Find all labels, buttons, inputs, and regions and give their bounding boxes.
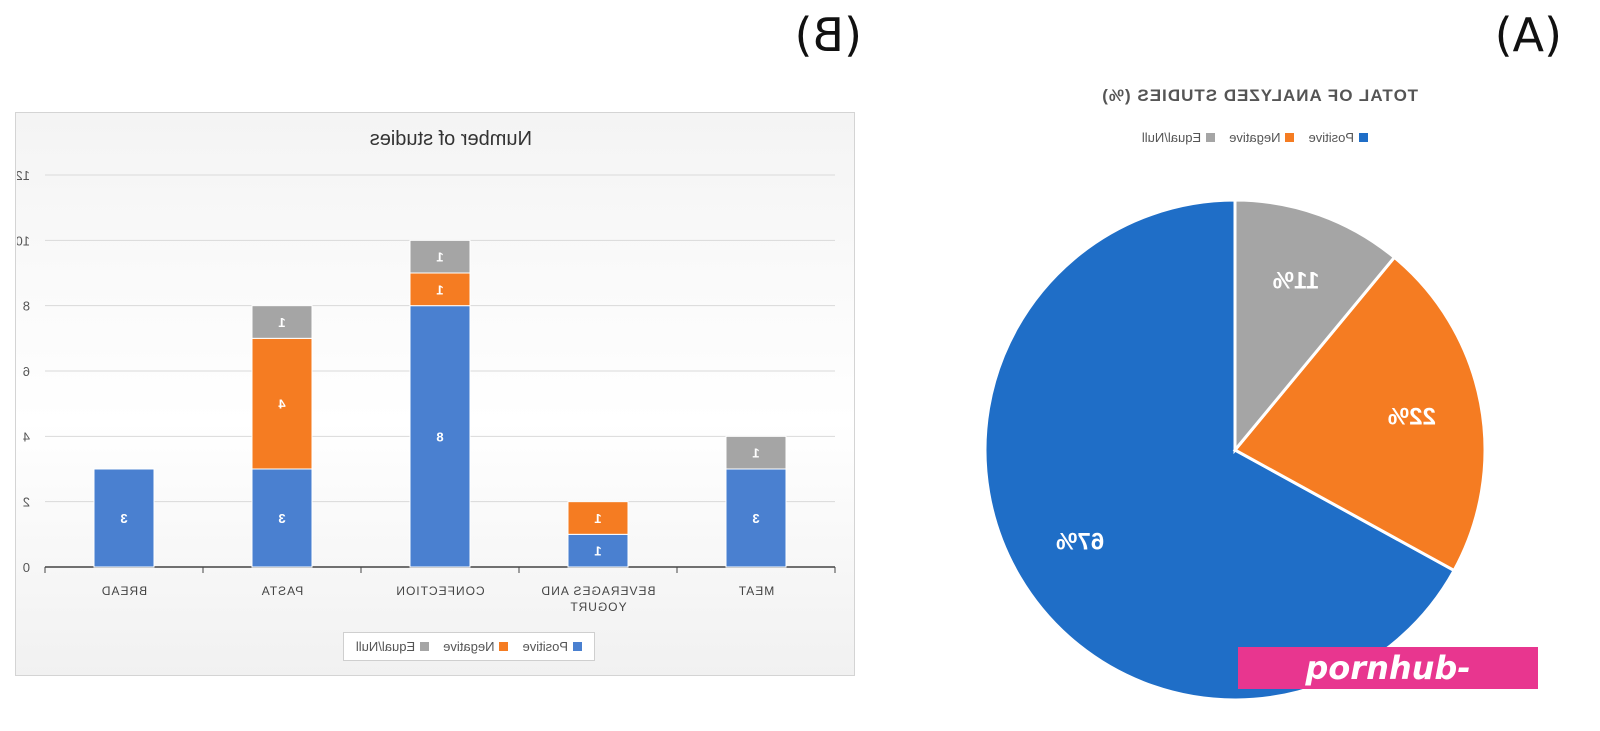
pie-legend-item: Equal/Null [1141, 130, 1216, 145]
bar-segment-negative [251, 337, 313, 470]
bar-data-label: 1 [752, 446, 759, 461]
bar-segment-positive [251, 468, 313, 568]
bar-data-label: 4 [278, 397, 286, 412]
bar-legend-item: Equal/Null [355, 639, 430, 654]
bar-data-label: 1 [594, 511, 601, 526]
pie-slice-equal-null [1233, 198, 1397, 455]
bar-segment-equal-null [725, 435, 787, 470]
y-tick-label: 12 [17, 168, 30, 183]
pie-title: TOTAL OF ANALYZED STUDIES (%) [1101, 86, 1418, 105]
bar-data-label: 1 [594, 544, 601, 559]
bar-legend-item-swatch [573, 642, 582, 651]
bar-data-label: 3 [120, 511, 127, 526]
bar-legend-item-label: Positive [522, 639, 568, 654]
bar-segment-positive [567, 533, 629, 568]
bar-legend-item-label: Negative [443, 639, 495, 654]
pie-chart: 67% 22% 11% [983, 198, 1487, 702]
y-tick-label: 4 [23, 429, 30, 444]
pie-legend-item-label: Positive [1308, 130, 1354, 145]
bar-segment-equal-null [409, 239, 471, 274]
bar-segment-positive [409, 305, 471, 568]
watermark: pornhub-pics.com [1238, 647, 1538, 729]
bar-legend: Positive Negative Equal/Null [356, 639, 582, 654]
pie-slice-negative [1232, 255, 1487, 573]
panel-b-label: (B) [794, 8, 862, 62]
bar-legend-item-label: Equal/Null [355, 639, 416, 654]
y-tick-label: 6 [23, 364, 30, 379]
pie-legend-item: Negative [1229, 130, 1295, 145]
pie-legend-item-swatch [1285, 133, 1295, 142]
y-tick-label: 0 [23, 560, 30, 575]
x-category-label: CONFECTION [395, 584, 484, 598]
pie-legend-item-swatch [1359, 133, 1368, 142]
bar-segment-positive [93, 468, 155, 568]
pie-legend-item-label: Equal/Null [1141, 130, 1202, 145]
mirrored-figure: (A) (B) TOTAL OF ANALYZED STUDIES (%) Po… [15, 8, 1562, 702]
bar-legend-box: Positive Negative Equal/Null [342, 632, 595, 661]
y-tick-label: 10 [17, 233, 30, 248]
bar-data-label: 3 [278, 511, 285, 526]
bar-data-label: 1 [278, 315, 285, 330]
x-category-label: MEAT [738, 584, 774, 598]
panel-a-label: (A) [1494, 8, 1562, 62]
pie-data-label: 67% [1056, 529, 1104, 556]
x-category-label: BREAD [101, 584, 147, 598]
bar-segment-negative [567, 501, 629, 535]
bar-legend-item: Negative [443, 639, 509, 654]
pie-data-label: 22% [1388, 403, 1436, 430]
bar-data-label: 1 [436, 250, 443, 265]
y-tick-label: 8 [23, 299, 30, 314]
pie-legend-item-swatch [1206, 133, 1216, 142]
pie-data-label: 11% [1273, 268, 1320, 295]
y-tick-label: 2 [23, 495, 30, 510]
bar-legend-item: Positive [522, 639, 582, 654]
x-category-label: PASTA [261, 584, 304, 598]
bar-data-label: 8 [436, 429, 443, 444]
bar-data-label: 1 [436, 282, 443, 297]
bar-data-label: 3 [752, 511, 759, 526]
pie-legend-item-label: Negative [1229, 130, 1281, 145]
bar-segment-equal-null [251, 305, 313, 339]
bar-segment-positive [725, 468, 787, 568]
bar-legend-item-swatch [420, 642, 430, 651]
pie-legend-item: Positive [1308, 130, 1368, 145]
pie-legend: Positive Negative Equal/Null [1142, 130, 1368, 145]
bar-legend-item-swatch [499, 642, 509, 651]
x-category-label: BEVERAGES AND YOGURT [540, 584, 655, 614]
